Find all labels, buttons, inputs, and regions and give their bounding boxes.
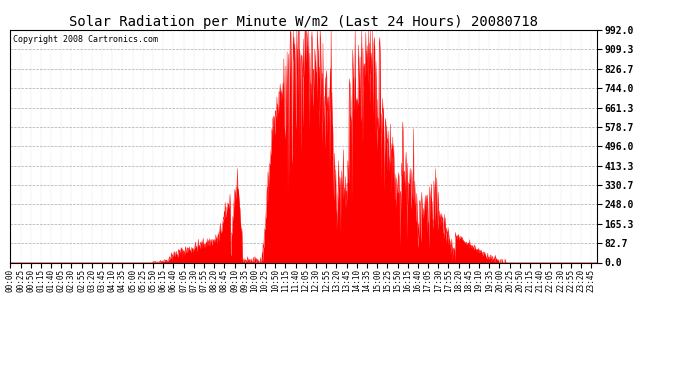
Title: Solar Radiation per Minute W/m2 (Last 24 Hours) 20080718: Solar Radiation per Minute W/m2 (Last 24… <box>69 15 538 29</box>
Text: Copyright 2008 Cartronics.com: Copyright 2008 Cartronics.com <box>13 34 158 44</box>
